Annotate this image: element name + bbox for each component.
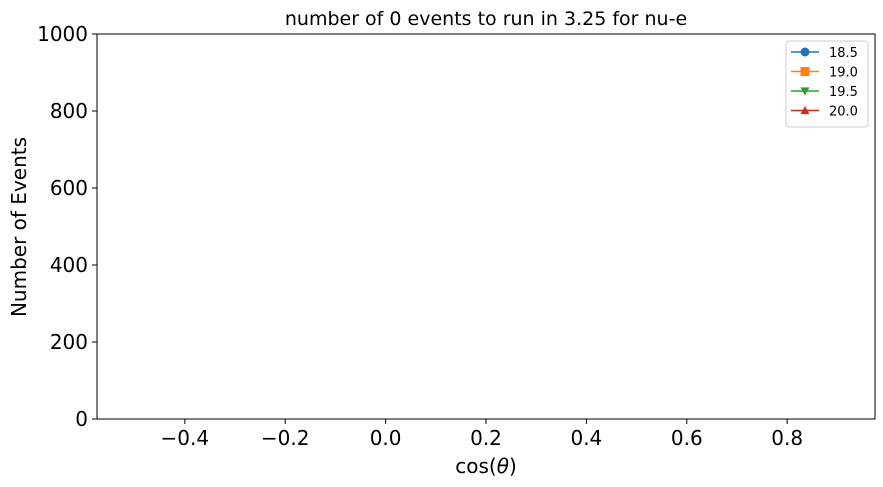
- legend-item: 19.5: [791, 85, 858, 100]
- y-tick-label: 1000: [37, 22, 88, 46]
- plot-area: −0.4 −0.2 0.0 0.2 0.4 0.6 0.8 0 200 400 600 800 1000: [37, 22, 876, 450]
- x-axis-label: cos(θ): [455, 454, 517, 478]
- x-tick-label: 0.4: [570, 426, 602, 450]
- legend-item: 19.0: [791, 66, 858, 81]
- y-tick-label: 400: [50, 253, 88, 277]
- x-axis-label-part: cos(: [455, 454, 496, 478]
- x-tick-label: −0.2: [261, 426, 310, 450]
- legend-label: 20.0: [829, 105, 858, 120]
- legend-marker-circle: [800, 47, 810, 57]
- x-tick-label: −0.4: [161, 426, 210, 450]
- y-tick-label: 0: [75, 407, 88, 431]
- legend-marker-triangle-up: [800, 106, 810, 115]
- legend-label: 19.5: [829, 85, 858, 100]
- legend: 18.5 19.0 19.5 20.0: [785, 40, 869, 128]
- chart-title: number of 0 events to run in 3.25 for nu…: [285, 8, 687, 30]
- legend-box: [785, 40, 869, 128]
- x-tick-label: 0.8: [771, 426, 803, 450]
- y-tick-label: 600: [50, 176, 88, 200]
- legend-item: 18.5: [791, 46, 858, 61]
- legend-marker-triangle-down: [800, 87, 810, 96]
- legend-label: 18.5: [829, 46, 858, 61]
- x-axis-label-theta: θ: [497, 454, 509, 478]
- y-axis-label: Number of Events: [7, 137, 31, 317]
- x-tick-label: 0.2: [470, 426, 502, 450]
- legend-item: 20.0: [791, 105, 858, 120]
- x-axis-label-part: ): [509, 454, 517, 478]
- legend-label: 19.0: [829, 66, 858, 81]
- x-tick-label: 0.6: [671, 426, 703, 450]
- plot-frame: [96, 33, 876, 420]
- y-tick-label: 200: [50, 330, 88, 354]
- legend-marker-square: [800, 67, 810, 76]
- x-tick-label: 0.0: [370, 426, 402, 450]
- y-tick-label: 800: [50, 99, 88, 123]
